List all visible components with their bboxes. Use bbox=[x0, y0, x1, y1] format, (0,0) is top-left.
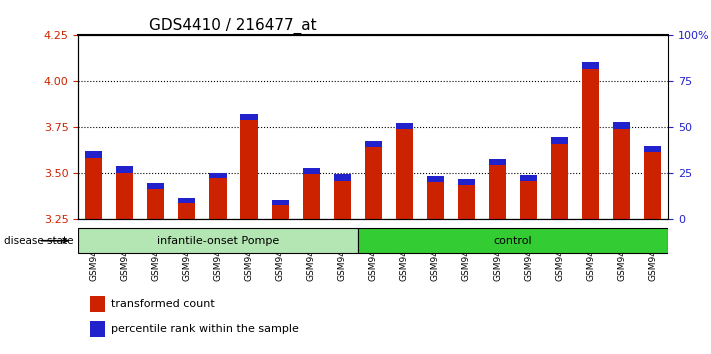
Text: transformed count: transformed count bbox=[111, 299, 215, 309]
Bar bbox=[178, 203, 196, 219]
Bar bbox=[582, 69, 599, 219]
FancyBboxPatch shape bbox=[358, 228, 668, 253]
Bar bbox=[365, 147, 382, 219]
Bar bbox=[303, 168, 320, 175]
Bar bbox=[489, 159, 506, 165]
Bar bbox=[210, 172, 227, 178]
Bar bbox=[178, 198, 196, 203]
Bar bbox=[551, 137, 568, 144]
FancyBboxPatch shape bbox=[78, 228, 358, 253]
Bar bbox=[210, 178, 227, 219]
Text: disease state: disease state bbox=[4, 236, 73, 246]
Text: percentile rank within the sample: percentile rank within the sample bbox=[111, 324, 299, 335]
Bar bbox=[303, 175, 320, 219]
Bar bbox=[240, 120, 257, 219]
Bar bbox=[489, 165, 506, 219]
Text: control: control bbox=[493, 236, 533, 246]
Bar bbox=[117, 166, 134, 172]
Bar bbox=[644, 146, 661, 152]
Bar bbox=[427, 182, 444, 219]
Bar bbox=[458, 184, 475, 219]
Text: GDS4410 / 216477_at: GDS4410 / 216477_at bbox=[149, 18, 316, 34]
Bar bbox=[458, 179, 475, 184]
Bar bbox=[85, 158, 102, 219]
Bar bbox=[333, 181, 351, 219]
Text: infantile-onset Pompe: infantile-onset Pompe bbox=[157, 236, 279, 246]
Bar bbox=[520, 175, 537, 181]
Bar bbox=[147, 183, 164, 189]
Bar bbox=[117, 172, 134, 219]
Bar bbox=[85, 152, 102, 158]
Bar bbox=[396, 123, 413, 129]
Bar bbox=[333, 175, 351, 181]
Bar bbox=[613, 129, 630, 219]
Bar bbox=[396, 129, 413, 219]
Bar bbox=[240, 114, 257, 120]
Bar bbox=[272, 205, 289, 219]
Bar bbox=[644, 152, 661, 219]
Bar bbox=[272, 200, 289, 205]
Bar bbox=[365, 141, 382, 147]
Bar bbox=[582, 62, 599, 69]
Bar bbox=[147, 189, 164, 219]
Bar bbox=[613, 122, 630, 129]
Bar bbox=[551, 144, 568, 219]
Bar bbox=[90, 321, 105, 337]
Bar bbox=[90, 296, 105, 312]
Bar bbox=[520, 181, 537, 219]
Bar bbox=[427, 176, 444, 182]
